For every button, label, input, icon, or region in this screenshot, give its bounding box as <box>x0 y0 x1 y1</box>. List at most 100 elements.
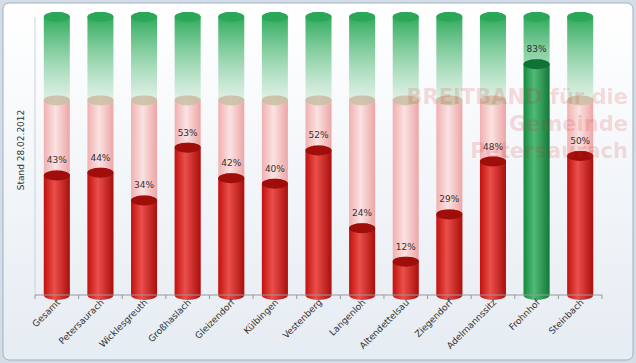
data-label: 42% <box>221 158 241 168</box>
x-tick <box>383 295 384 299</box>
column-cap <box>131 12 157 22</box>
bar <box>262 179 288 300</box>
bar-cap <box>436 209 462 219</box>
x-tick <box>35 295 36 299</box>
column-body <box>262 95 288 300</box>
column-top <box>306 12 332 105</box>
column-top <box>131 12 157 105</box>
data-label: 34% <box>134 180 154 190</box>
x-tick <box>122 295 123 299</box>
bar-cap <box>349 223 375 233</box>
bar-cap <box>175 143 201 153</box>
column-body <box>436 95 462 300</box>
column-body <box>175 95 201 300</box>
column-top <box>218 12 244 105</box>
x-tick <box>340 295 341 299</box>
column-body <box>393 95 419 300</box>
column-top <box>87 12 113 105</box>
column-divider <box>175 95 201 105</box>
column-body <box>44 95 70 300</box>
column-top <box>44 12 70 105</box>
column-body <box>131 95 157 300</box>
x-tick <box>602 295 603 299</box>
category-label: Gesamt <box>30 297 62 329</box>
subtitle: Stand 28.02.2012 <box>16 110 26 191</box>
column-top <box>349 12 375 105</box>
bar <box>306 145 332 300</box>
bar <box>436 209 462 300</box>
x-tick <box>427 295 428 299</box>
bar <box>131 195 157 300</box>
chart-root: Stand 28.02.201243%44%34%53%42%40%52%24%… <box>0 0 636 363</box>
data-label: 24% <box>352 208 372 218</box>
column-body <box>87 95 113 300</box>
bar-cap <box>524 59 550 69</box>
category-label: Gleizendorf <box>193 297 237 341</box>
category-label: Vestenberg <box>281 297 324 340</box>
bar <box>567 151 593 300</box>
bar-cap <box>393 257 419 267</box>
column-cap <box>480 12 506 22</box>
category-label: Frohnhof <box>507 297 542 332</box>
column-cap <box>262 12 288 22</box>
column-divider <box>218 95 244 105</box>
column-cap <box>306 12 332 22</box>
bar-cap <box>87 168 113 178</box>
x-tick <box>514 295 515 299</box>
column-divider <box>131 95 157 105</box>
column-cap <box>567 12 593 22</box>
x-tick <box>165 295 166 299</box>
data-label: 29% <box>439 194 459 204</box>
data-label: 83% <box>527 44 547 54</box>
bar <box>480 157 506 300</box>
category-label: Ziegendorf <box>413 297 455 339</box>
category-label: Steinbach <box>547 297 586 336</box>
column-divider <box>349 95 375 105</box>
bar-cap <box>262 179 288 189</box>
chart-svg: Stand 28.02.201243%44%34%53%42%40%52%24%… <box>0 0 636 363</box>
bar <box>44 170 70 300</box>
watermark-title: BREITBAND für die Gemeinde Petersaurach <box>360 84 628 165</box>
data-label: 12% <box>396 242 416 252</box>
column-top <box>175 12 201 105</box>
x-axis-line <box>35 295 602 296</box>
bar-cap <box>44 170 70 180</box>
category-label: Großhaslach <box>146 297 193 344</box>
column-divider <box>306 95 332 105</box>
column-cap <box>87 12 113 22</box>
bar-cap <box>306 145 332 155</box>
column-cap <box>393 12 419 22</box>
column-body <box>480 95 506 300</box>
category-label: Adelmannssitz <box>445 297 499 351</box>
x-tick <box>253 295 254 299</box>
category-label: Altendettelsau <box>358 297 412 351</box>
column-cap <box>218 12 244 22</box>
bar-cap <box>218 173 244 183</box>
data-label: 52% <box>308 130 328 140</box>
bar <box>175 143 201 300</box>
x-tick <box>558 295 559 299</box>
column-divider <box>44 95 70 105</box>
category-label: Wicklesgreuth <box>97 297 149 349</box>
column-top <box>262 12 288 105</box>
bar <box>393 257 419 300</box>
x-tick <box>78 295 79 299</box>
column-cap <box>44 12 70 22</box>
bar-cap <box>131 195 157 205</box>
category-label: Petersaurach <box>57 297 106 346</box>
bar <box>218 173 244 300</box>
column-divider <box>262 95 288 105</box>
y-axis-line <box>35 17 36 295</box>
column-body <box>218 95 244 300</box>
data-label: 53% <box>178 128 198 138</box>
column-body <box>306 95 332 300</box>
x-tick <box>209 295 210 299</box>
column-cap <box>436 12 462 22</box>
column-cap <box>175 12 201 22</box>
data-label: 44% <box>90 153 110 163</box>
x-tick <box>296 295 297 299</box>
x-tick <box>471 295 472 299</box>
category-label: Langenloh <box>327 297 367 337</box>
column-divider <box>87 95 113 105</box>
panel <box>3 3 633 360</box>
